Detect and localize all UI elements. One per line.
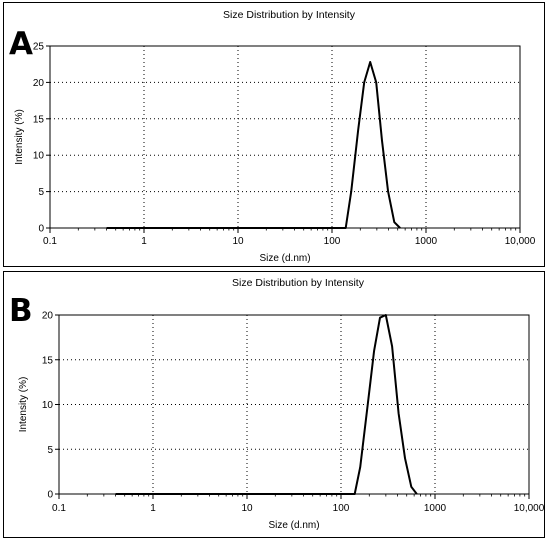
y-tick-label-a: 10 xyxy=(33,151,45,162)
series-line-a-0 xyxy=(106,61,401,229)
panel-letter-b: B xyxy=(9,293,33,329)
chart-title-a: Size Distribution by Intensity xyxy=(223,9,356,21)
x-axis-label-a: Size (d.nm) xyxy=(259,253,310,264)
x-tick-label-a: 1000 xyxy=(415,236,438,247)
y-axis-label-b: Intensity (%) xyxy=(18,377,29,433)
y-tick-label-b: 15 xyxy=(42,355,54,366)
x-tick-label-b: 10 xyxy=(241,503,253,514)
x-tick-label-b: 10,000 xyxy=(514,503,545,514)
y-tick-label-b: 5 xyxy=(47,445,53,456)
x-tick-label-a: 100 xyxy=(324,236,341,247)
y-tick-label-b: 20 xyxy=(42,311,54,322)
chart-b: Size Distribution by Intensity 0 5 10 15 20 0.… xyxy=(18,277,545,531)
y-tick-label-a: 0 xyxy=(38,224,44,235)
y-tick-label-a: 20 xyxy=(33,78,45,89)
panel-letter-a: A xyxy=(9,26,33,62)
x-tick-label-b: 1 xyxy=(150,503,156,514)
x-tick-label-a: 0.1 xyxy=(43,236,57,247)
plot-frame-b xyxy=(58,314,530,495)
x-tick-label-b: 0.1 xyxy=(52,503,66,514)
y-tick-label-a: 5 xyxy=(38,187,44,198)
chart-title-b: Size Distribution by Intensity xyxy=(232,277,365,289)
y-tick-label-a: 25 xyxy=(33,42,45,53)
panel-b: Size Distribution by Intensity 0 5 10 15 20 0.… xyxy=(3,271,545,538)
series-line-b-0 xyxy=(115,314,418,495)
chart-a: Size Distribution by Intensity 0 5 10 15 20 25… xyxy=(14,9,536,264)
y-tick-label-a: 15 xyxy=(33,114,45,125)
panel-a: Size Distribution by Intensity 0 5 10 15 20 25… xyxy=(3,2,545,267)
x-tick-label-b: 100 xyxy=(333,503,350,514)
y-axis-label-a: Intensity (%) xyxy=(14,109,25,165)
x-axis-label-b: Size (d.nm) xyxy=(268,520,319,531)
y-tick-label-b: 0 xyxy=(47,490,53,501)
x-tick-label-a: 1 xyxy=(141,236,147,247)
y-tick-label-b: 10 xyxy=(42,400,54,411)
x-tick-label-a: 10,000 xyxy=(505,236,536,247)
x-tick-label-b: 1000 xyxy=(424,503,447,514)
plot-frame-a xyxy=(49,45,521,229)
x-tick-label-a: 10 xyxy=(232,236,244,247)
